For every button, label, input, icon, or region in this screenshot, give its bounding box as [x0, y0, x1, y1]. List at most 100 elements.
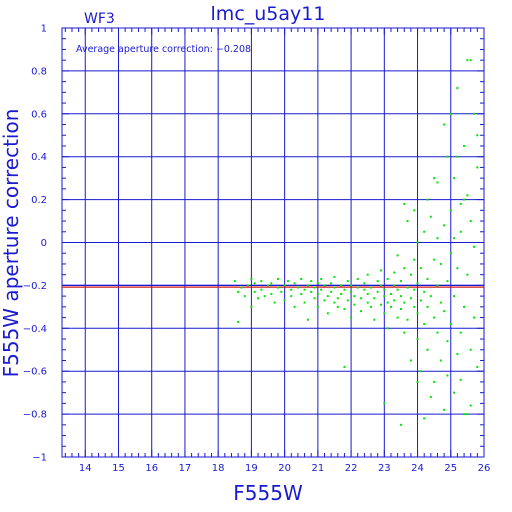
x-tick-label: 19 [245, 463, 258, 474]
data-point [419, 267, 422, 270]
data-point [449, 252, 452, 255]
data-point [360, 297, 363, 300]
x-tick-label: 18 [212, 463, 225, 474]
data-point [296, 286, 299, 289]
data-point [459, 378, 462, 381]
y-tick-label: −0.4 [23, 324, 47, 335]
data-point [469, 404, 472, 407]
data-point [446, 340, 449, 343]
data-point [426, 305, 429, 308]
data-point [476, 365, 479, 368]
data-point [280, 290, 283, 293]
x-tick-label: 22 [345, 463, 358, 474]
data-point [360, 310, 363, 313]
data-point [257, 297, 260, 300]
data-point [443, 408, 446, 411]
data-point [469, 59, 472, 62]
data-point [413, 258, 416, 261]
data-point [403, 301, 406, 304]
y-tick-label: 0.8 [31, 66, 47, 77]
data-point [423, 290, 426, 293]
x-tick-label: 20 [278, 463, 291, 474]
data-point [463, 198, 466, 201]
data-point [290, 295, 293, 298]
chart-title: lmc_u5ay11 [211, 3, 326, 25]
data-point [270, 282, 273, 285]
x-tick-label: 21 [311, 463, 324, 474]
y-tick-label: −0.8 [23, 410, 47, 421]
data-point [466, 273, 469, 276]
data-point [293, 305, 296, 308]
data-point [260, 288, 263, 291]
data-point [370, 305, 373, 308]
data-point [433, 258, 436, 261]
x-tick-label: 16 [145, 463, 158, 474]
data-point [419, 299, 422, 302]
data-point [237, 290, 240, 293]
data-point [466, 413, 469, 416]
data-point [419, 370, 422, 373]
data-point [233, 280, 236, 283]
data-point [336, 305, 339, 308]
data-point [433, 177, 436, 180]
x-tick-label: 24 [411, 463, 424, 474]
data-point [426, 348, 429, 351]
data-point [469, 348, 472, 351]
data-point [453, 391, 456, 394]
data-point [250, 305, 253, 308]
data-point [463, 305, 466, 308]
data-point [356, 277, 359, 280]
data-point [416, 380, 419, 383]
data-point [453, 295, 456, 298]
y-tick-label: −0.6 [23, 367, 47, 378]
average-annotation: Average aperture correction: −0.208 [76, 44, 251, 55]
data-point [399, 423, 402, 426]
y-tick-label: 0.2 [31, 195, 47, 206]
data-point [449, 323, 452, 326]
data-point [406, 220, 409, 223]
chart-grid [61, 27, 485, 458]
data-point [466, 194, 469, 197]
data-point [316, 292, 319, 295]
data-point [323, 299, 326, 302]
data-point [476, 166, 479, 169]
axis-tick-labels: 14 15 16 17 18 19 20 21 22 23 24 25 26 −1 −0.8 −0.6 −0.4… [23, 24, 491, 475]
data-point [436, 237, 439, 240]
data-point [326, 295, 329, 298]
data-point [473, 112, 476, 115]
data-point [386, 301, 389, 304]
y-tick-label: 1 [41, 24, 47, 35]
data-point [346, 299, 349, 302]
data-point [393, 271, 396, 274]
data-point [436, 331, 439, 334]
data-point [376, 290, 379, 293]
data-point [406, 318, 409, 321]
data-point [443, 123, 446, 126]
x-tick-label: 26 [478, 463, 491, 474]
data-point [353, 303, 356, 306]
data-point [376, 280, 379, 283]
data-point [313, 286, 316, 289]
data-point [396, 254, 399, 257]
data-point [306, 284, 309, 287]
data-point [449, 112, 452, 115]
data-point [263, 295, 266, 298]
data-point [370, 286, 373, 289]
data-point [466, 59, 469, 62]
data-point [446, 155, 449, 158]
data-point [449, 209, 452, 212]
data-point [253, 282, 256, 285]
data-point [383, 288, 386, 291]
data-point [316, 282, 319, 285]
data-point [243, 295, 246, 298]
data-point [413, 209, 416, 212]
data-point [343, 288, 346, 291]
data-point [383, 295, 386, 298]
data-point [366, 292, 369, 295]
data-point [253, 290, 256, 293]
data-point [247, 284, 250, 287]
data-point [429, 295, 432, 298]
data-point [273, 301, 276, 304]
data-point [416, 282, 419, 285]
